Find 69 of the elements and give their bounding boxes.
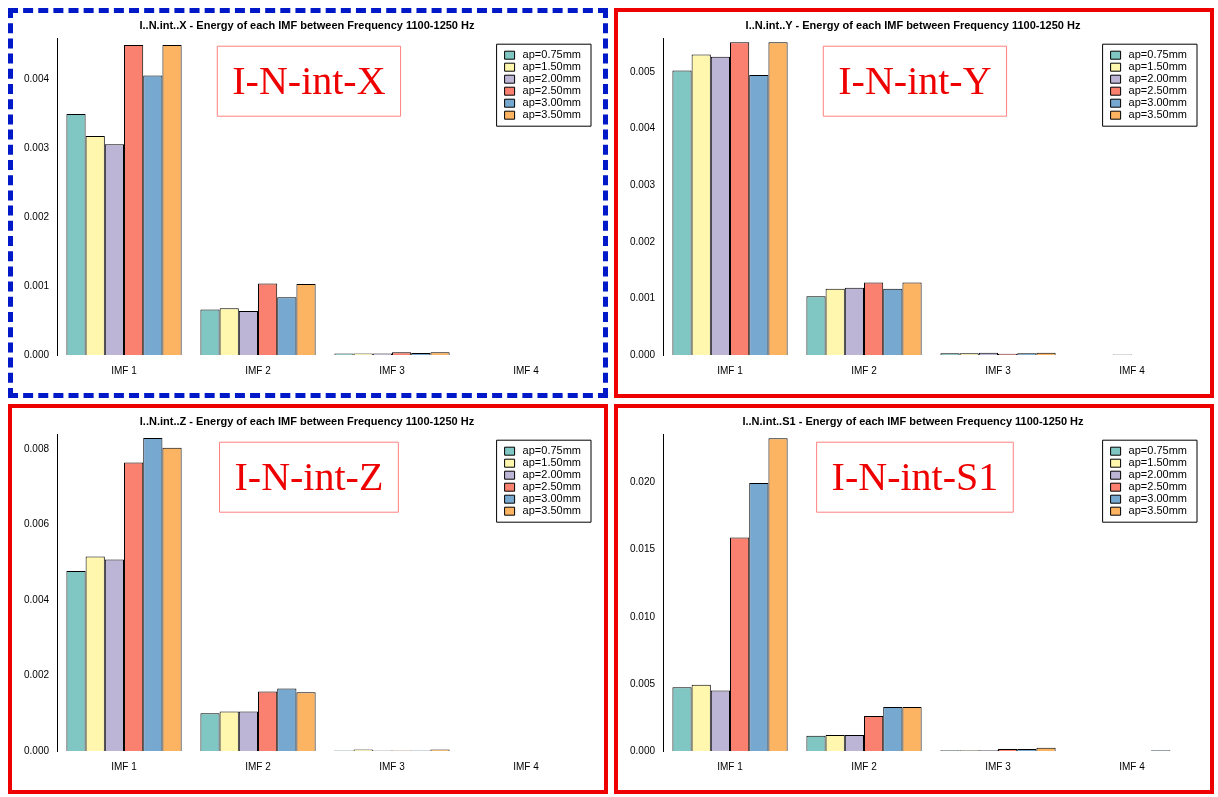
- legend-label: ap=3.50mm: [1128, 108, 1188, 121]
- x-tick-label: IMF 2: [245, 760, 272, 772]
- y-tick-label: 0.005: [629, 677, 656, 689]
- y-tick-label: 0.000: [629, 744, 656, 756]
- x-tick-label: IMF 4: [1119, 364, 1146, 376]
- y-tick-label: 0.010: [629, 610, 656, 622]
- legend-label: ap=2.00mm: [1128, 72, 1188, 85]
- legend-label: ap=2.50mm: [1128, 480, 1188, 493]
- x-tick-label: IMF 2: [245, 364, 272, 376]
- y-tick-label: 0.002: [23, 211, 50, 223]
- legend-label: ap=2.00mm: [1128, 468, 1188, 481]
- legend-label: ap=2.50mm: [522, 84, 582, 97]
- legend-label: ap=3.50mm: [522, 108, 582, 121]
- legend-label: ap=1.50mm: [522, 60, 582, 73]
- legend-label: ap=1.50mm: [1128, 60, 1188, 73]
- chart-title: I..N.int..X - Energy of each IMF between Frequency 1100-1250 Hz: [139, 18, 475, 31]
- y-tick-label: 0.004: [23, 593, 50, 605]
- y-tick-label: 0.020: [629, 476, 656, 488]
- y-tick-label: 0.002: [23, 669, 50, 681]
- legend-label: ap=3.50mm: [1128, 504, 1188, 517]
- annotation: I-N-int-S1: [831, 453, 999, 499]
- y-tick-label: 0.015: [629, 543, 656, 555]
- x-tick-label: IMF 3: [379, 760, 406, 772]
- legend-label: ap=0.75mm: [522, 48, 582, 61]
- x-tick-label: IMF 3: [985, 364, 1012, 376]
- x-tick-label: IMF 1: [111, 760, 138, 772]
- legend-label: ap=2.00mm: [522, 468, 582, 481]
- y-tick-label: 0.008: [23, 443, 50, 455]
- legend-label: ap=3.50mm: [522, 504, 582, 517]
- x-tick-label: IMF 1: [717, 760, 744, 772]
- chart-title: I..N.int..Y - Energy of each IMF between Frequency 1100-1250 Hz: [745, 18, 1081, 31]
- x-tick-label: IMF 4: [1119, 760, 1146, 772]
- chart-title: I..N.int..S1 - Energy of each IMF between Frequency 1100-1250 Hz: [742, 414, 1085, 427]
- y-tick-label: 0.000: [23, 348, 50, 360]
- legend-label: ap=3.00mm: [522, 492, 582, 505]
- x-tick-label: IMF 4: [513, 364, 540, 376]
- x-tick-label: IMF 3: [379, 364, 406, 376]
- y-tick-label: 0.003: [629, 179, 656, 191]
- legend-label: ap=2.00mm: [522, 72, 582, 85]
- legend-label: ap=2.50mm: [522, 480, 582, 493]
- legend-label: ap=1.50mm: [1128, 456, 1188, 469]
- x-tick-label: IMF 2: [851, 364, 878, 376]
- chart-title: I..N.int..Z - Energy of each IMF between Frequency 1100-1250 Hz: [139, 414, 475, 427]
- legend-label: ap=0.75mm: [522, 444, 582, 457]
- legend-label: ap=1.50mm: [522, 456, 582, 469]
- y-tick-label: 0.000: [629, 348, 656, 360]
- legend-label: ap=2.50mm: [1128, 84, 1188, 97]
- y-tick-label: 0.002: [629, 235, 656, 247]
- annotation: I-N-int-Y: [838, 57, 992, 103]
- legend-label: ap=0.75mm: [1128, 444, 1188, 457]
- y-tick-label: 0.004: [23, 73, 50, 85]
- y-tick-label: 0.004: [629, 122, 656, 134]
- y-tick-label: 0.005: [629, 65, 656, 77]
- x-tick-label: IMF 3: [985, 760, 1012, 772]
- legend-label: ap=3.00mm: [1128, 96, 1188, 109]
- y-tick-label: 0.006: [23, 518, 50, 530]
- annotation: I-N-int-Z: [234, 453, 384, 499]
- y-tick-label: 0.001: [629, 292, 656, 304]
- legend-label: ap=3.00mm: [522, 96, 582, 109]
- x-tick-label: IMF 4: [513, 760, 540, 772]
- x-tick-label: IMF 1: [717, 364, 744, 376]
- legend-label: ap=3.00mm: [1128, 492, 1188, 505]
- y-tick-label: 0.001: [23, 279, 50, 291]
- legend-label: ap=0.75mm: [1128, 48, 1188, 61]
- y-tick-label: 0.003: [23, 142, 50, 154]
- y-tick-label: 0.000: [23, 744, 50, 756]
- x-tick-label: IMF 1: [111, 364, 138, 376]
- x-tick-label: IMF 2: [851, 760, 878, 772]
- annotation: I-N-int-X: [232, 57, 386, 103]
